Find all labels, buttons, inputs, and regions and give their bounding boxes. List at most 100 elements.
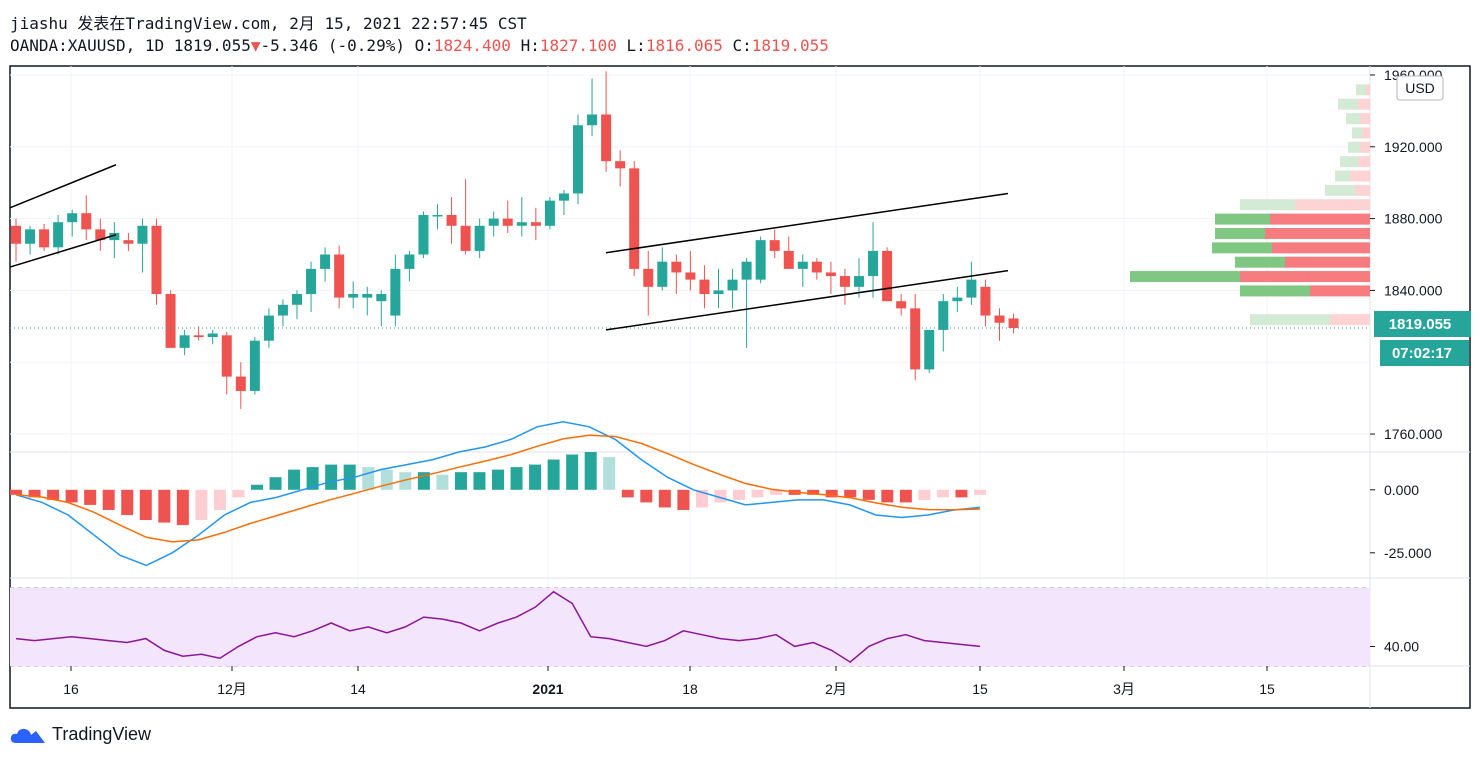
macd-hist-bar (158, 489, 171, 523)
macd-hist-bar (974, 489, 986, 495)
macd-hist-bar (306, 467, 319, 490)
macd-hist-bar (510, 467, 523, 490)
vp-buy-bar (1215, 213, 1270, 225)
candle-body (109, 232, 120, 241)
vp-buy-bar (1352, 127, 1362, 139)
vp-sell-bar (1362, 127, 1370, 139)
macd-hist-bar (473, 472, 486, 490)
vp-buy-bar (1130, 271, 1240, 283)
candle-body (938, 301, 949, 330)
vp-sell-bar (1355, 184, 1370, 196)
macd-pane (10, 421, 986, 567)
candle-body (348, 294, 359, 298)
macd-hist-bar (325, 464, 338, 490)
candle-body (179, 335, 190, 348)
candle-body (334, 254, 345, 298)
candle-body (277, 304, 288, 316)
macd-hist-bar (269, 477, 282, 490)
macd-hist-bar (695, 489, 708, 508)
macd-hist-bar (399, 472, 412, 490)
candle-body (81, 213, 92, 230)
macd-hist-bar (380, 469, 393, 490)
candle-body (573, 125, 583, 194)
symbol-label: OANDA:XAUUSD, 1D (10, 36, 165, 55)
low-label: L: (626, 36, 646, 55)
vp-sell-bar (1272, 242, 1370, 254)
candles (10, 71, 1370, 409)
price-tick-label: 1880.000 (1384, 211, 1443, 227)
publish-info: jiashu 发表在TradingView.com, 2月 15, 2021 2… (10, 14, 527, 33)
currency-badge[interactable]: USD (1396, 75, 1444, 101)
high-value: 1827.100 (539, 36, 617, 55)
macd-hist-bar (65, 489, 78, 503)
candle-body (474, 225, 485, 251)
candle-body (376, 294, 387, 302)
macd-tick-label: -25.000 (1384, 545, 1432, 561)
macd-hist-bar (121, 489, 134, 515)
open-value: 1824.400 (433, 36, 511, 55)
macd-hist-bar (844, 489, 857, 498)
macd-hist-bar (288, 469, 301, 490)
vp-sell-bar (1358, 98, 1370, 110)
vp-sell-bar (1310, 285, 1370, 297)
candle-body (235, 376, 246, 391)
macd-hist-bar (584, 452, 597, 490)
vp-buy-bar (1325, 184, 1355, 196)
macd-hist-bar (677, 489, 690, 510)
candle-body (11, 225, 21, 244)
macd-hist-bar (362, 467, 375, 490)
close-value: 1819.055 (751, 36, 829, 55)
candle-body (207, 333, 218, 338)
candle-body (558, 193, 569, 201)
macd-hist-bar (84, 489, 97, 505)
vp-sell-bar (1330, 314, 1370, 326)
vp-sell-bar (1240, 271, 1370, 283)
macd-hist-bar (251, 484, 263, 490)
macd-hist-bar (640, 489, 653, 503)
time-tick-label: 16 (63, 681, 79, 697)
vp-buy-bar (1250, 314, 1330, 326)
macd-hist-bar (936, 489, 949, 498)
macd-hist-bar (566, 454, 579, 490)
trendlines (9, 164, 1009, 331)
candle-body (896, 301, 907, 309)
trend-line (9, 164, 117, 209)
trend-line (605, 192, 1009, 254)
macd-hist-bar (492, 469, 504, 490)
time-tick-label: 18 (682, 681, 698, 697)
macd-hist-bar (825, 489, 838, 498)
vp-sell-bar (1350, 170, 1370, 182)
candle-body (910, 308, 921, 370)
candle-body (839, 276, 850, 287)
candle-body (868, 250, 879, 277)
vp-buy-bar (1356, 84, 1366, 96)
candle-body (488, 218, 499, 226)
macd-hist-bar (213, 489, 226, 510)
trend-line (605, 269, 1009, 331)
low-value: 1816.065 (645, 36, 723, 55)
tradingview-logo[interactable]: TradingView (10, 724, 151, 745)
candle-body (601, 114, 612, 162)
candle-body (882, 250, 893, 302)
candle-body (615, 161, 626, 169)
ohlc-legend: OANDA:XAUUSD, 1D 1819.055▼-5.346 (-0.29%… (10, 36, 829, 55)
candle-body (671, 261, 682, 273)
macd-hist-bar (454, 472, 467, 490)
candle-body (446, 215, 457, 226)
vp-sell-bar (1360, 113, 1370, 125)
price-tick-label: 1920.000 (1384, 139, 1443, 155)
time-tick-label: 14 (350, 681, 366, 697)
candle-body (165, 294, 176, 348)
macd-hist-bar (899, 489, 912, 503)
vp-sell-bar (1360, 141, 1370, 153)
last-price-tag: 1819.055 (1374, 311, 1471, 337)
macd-hist-bar (658, 489, 671, 508)
candle-body (39, 229, 50, 248)
countdown-tag-text: 07:02:17 (1392, 345, 1452, 362)
candle-body (587, 114, 598, 126)
candle-body (825, 272, 836, 277)
price-change: -5.346 (-0.29%) (260, 36, 405, 55)
rsi-pane (15, 590, 981, 664)
macd-hist-bar (547, 459, 560, 490)
